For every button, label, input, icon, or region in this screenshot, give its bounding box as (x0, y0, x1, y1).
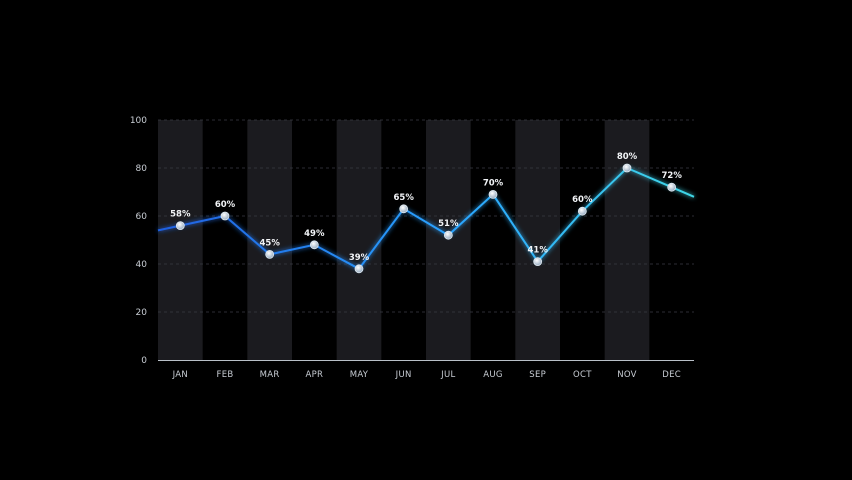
column-band (247, 120, 292, 360)
y-axis-ticks: 0 20 40 60 80 100 (130, 116, 147, 366)
data-label: 60% (215, 200, 236, 210)
data-label: 39% (349, 253, 370, 263)
data-label: 45% (259, 238, 280, 248)
series-line-group (157, 166, 695, 271)
data-label: 58% (170, 210, 191, 220)
y-tick-label: 40 (136, 260, 148, 270)
data-label: 80% (617, 152, 638, 162)
column-band (515, 120, 560, 360)
column-band (336, 120, 382, 360)
y-tick-label: 20 (136, 308, 148, 318)
data-point (622, 163, 632, 173)
data-point (533, 257, 543, 267)
data-label: 49% (304, 229, 325, 239)
data-point (667, 182, 677, 192)
y-tick-label: 0 (141, 356, 147, 366)
data-label: 41% (527, 246, 548, 256)
x-tick-label: AUG (483, 370, 503, 380)
column-band (158, 120, 203, 360)
data-point (354, 264, 364, 274)
data-point (488, 189, 498, 199)
gridlines (158, 119, 694, 313)
data-point (577, 206, 587, 216)
x-tick-label: FEB (217, 370, 234, 380)
data-point (265, 249, 275, 259)
data-point (220, 211, 230, 221)
data-point (175, 221, 185, 231)
data-label: 72% (661, 171, 682, 181)
x-axis-labels: JAN FEB MAR APR MAY JUN JUL AUG SEP OCT NOV DEC (172, 370, 681, 380)
data-point (399, 204, 409, 214)
y-tick-label: 60 (136, 212, 148, 222)
column-band (604, 120, 650, 360)
data-points (175, 163, 677, 274)
data-label: 51% (438, 219, 459, 229)
x-tick-label: SEP (529, 370, 546, 380)
x-tick-label: JAN (172, 370, 188, 380)
data-labels: 58% 60% 45% 49% 39% 65% 51% 70% 41% 60% 80% 72% (170, 152, 682, 263)
x-tick-label: OCT (573, 370, 592, 380)
y-tick-label: 100 (130, 116, 147, 126)
data-point (443, 230, 453, 240)
series-line (157, 166, 695, 271)
column-bands (158, 120, 650, 360)
x-tick-label: MAR (260, 370, 280, 380)
data-label: 60% (572, 195, 593, 205)
x-tick-label: MAY (350, 370, 369, 380)
x-tick-label: NOV (617, 370, 637, 380)
data-point (309, 240, 319, 250)
y-tick-label: 80 (136, 164, 148, 174)
column-band (426, 120, 471, 360)
x-tick-label: APR (305, 370, 323, 380)
x-tick-label: JUL (440, 370, 455, 380)
x-tick-label: DEC (662, 370, 681, 380)
x-tick-label: JUN (395, 370, 412, 380)
data-label: 65% (393, 193, 414, 203)
data-label: 70% (483, 178, 504, 188)
